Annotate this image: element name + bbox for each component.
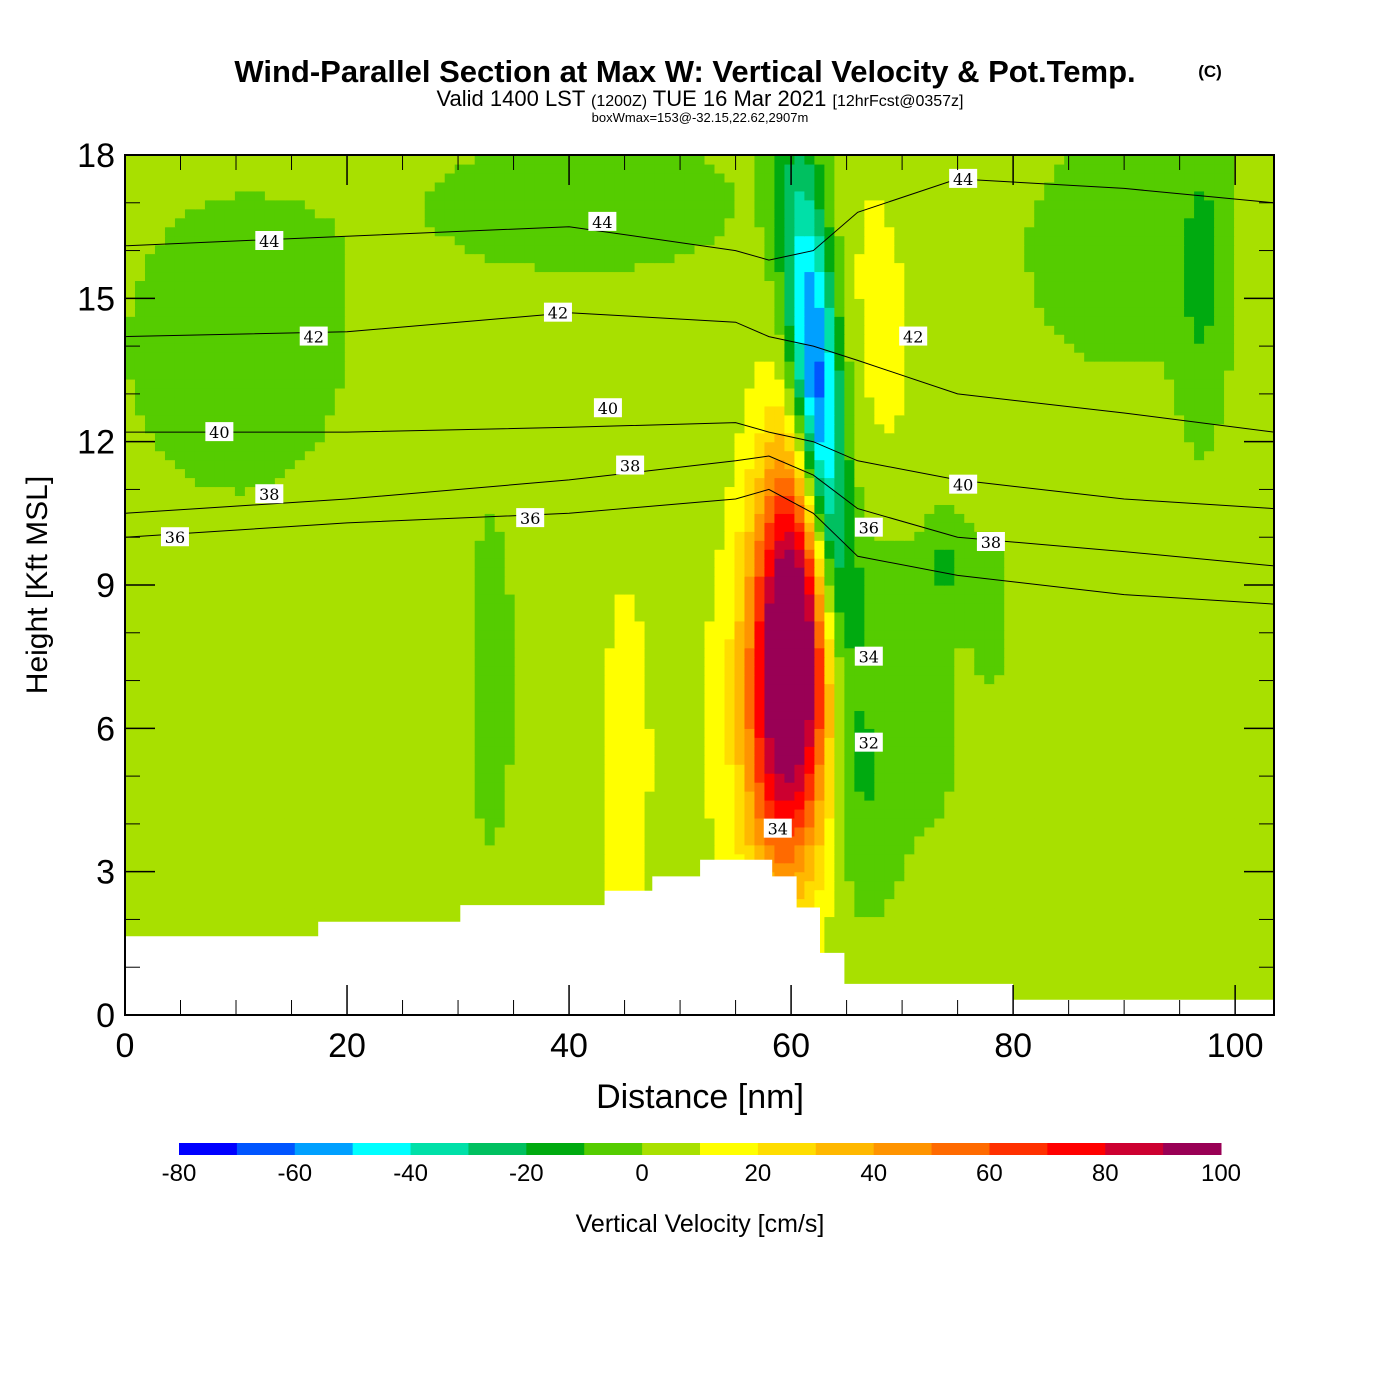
colorbar-swatch xyxy=(700,1143,759,1155)
colorbar-swatch xyxy=(931,1143,990,1155)
theta-contours xyxy=(125,178,1274,605)
colorbar-swatch xyxy=(1047,1143,1106,1155)
theta-label: 42 xyxy=(299,326,328,347)
theta-contour-40 xyxy=(125,422,1274,510)
colorbar-swatch xyxy=(352,1143,412,1155)
theta-label: 36 xyxy=(854,517,883,538)
colorbar-swatch xyxy=(468,1143,527,1155)
terrain-mask xyxy=(125,859,1274,1015)
theta-label: 38 xyxy=(976,532,1005,552)
y-tick-label: 9 xyxy=(96,567,115,605)
colorbar-swatch xyxy=(179,1143,238,1155)
theta-label: 40 xyxy=(205,422,234,442)
colorbar-swatch xyxy=(526,1143,585,1155)
colorbar-swatch xyxy=(410,1143,469,1155)
x-tick-label: 80 xyxy=(994,1027,1032,1065)
colorbar-swatch xyxy=(1105,1143,1164,1155)
valid-prefix: Valid 1400 LST xyxy=(436,86,584,111)
theta-label: 44 xyxy=(588,211,617,232)
copyright-mark: (C) xyxy=(1198,62,1222,81)
y-tick-label: 12 xyxy=(77,424,115,462)
theta-label: 40 xyxy=(949,474,978,495)
colorbar-swatch xyxy=(1163,1143,1222,1155)
theta-contour-36 xyxy=(125,488,1274,605)
theta-contour-42 xyxy=(125,312,1274,433)
colorbar-tick-label: -40 xyxy=(393,1160,428,1187)
colorbar-tick-label: 20 xyxy=(745,1160,772,1187)
terrain xyxy=(125,859,1274,1015)
theta-label: 36 xyxy=(516,508,545,528)
x-axis-label: Distance [nm] xyxy=(596,1078,804,1116)
theta-label: 38 xyxy=(255,484,284,504)
colorbar-tick-label: 80 xyxy=(1092,1160,1119,1187)
colorbar-label: Vertical Velocity [cm/s] xyxy=(576,1210,825,1238)
x-tick-label: 20 xyxy=(328,1027,366,1065)
theta-label: 34 xyxy=(854,646,883,667)
theta-label: 40 xyxy=(593,398,622,418)
colorbar-tick-label: 60 xyxy=(976,1160,1003,1187)
colorbar-swatch xyxy=(642,1143,701,1155)
valid-time-line: Valid 1400 LST (1200Z) TUE 16 Mar 2021 [… xyxy=(436,86,963,111)
colorbar-tick-label: -80 xyxy=(162,1160,197,1187)
y-tick-label: 6 xyxy=(96,710,115,748)
colorbar-swatch xyxy=(757,1143,817,1155)
theta-label: 36 xyxy=(160,527,189,547)
colorbar-swatch xyxy=(236,1143,296,1155)
chart-title: Wind-Parallel Section at Max W: Vertical… xyxy=(234,54,1135,89)
y-tick-label: 3 xyxy=(96,854,115,892)
theta-labels: 44 44 44 42 42 42 40 40 40 38 38 38 36 36 36 34 34 32 xyxy=(160,168,1005,839)
x-tick-label: 0 xyxy=(116,1027,135,1065)
colorbar-tick-label: -20 xyxy=(509,1160,544,1187)
theta-label: 32 xyxy=(854,732,883,753)
theta-label: 44 xyxy=(949,168,978,189)
colorbar-swatch xyxy=(584,1143,643,1155)
theta-contour-44 xyxy=(125,178,1274,261)
box-wmax-info: boxWmax=153@-32.15,22.62,2907m xyxy=(592,110,809,125)
colorbar: -80 -60 -40 -20 0 20 40 60 80 100 xyxy=(162,1143,1241,1187)
valid-zulu: (1200Z) xyxy=(591,93,647,110)
y-tick-label: 15 xyxy=(77,280,115,318)
forecast-info: [12hrFcst@0357z] xyxy=(833,93,964,110)
x-tick-label: 60 xyxy=(772,1027,810,1065)
x-tick-label: 40 xyxy=(550,1027,588,1065)
colorbar-tick-label: 40 xyxy=(860,1160,887,1187)
theta-label: 34 xyxy=(763,818,792,839)
colorbar-swatch xyxy=(873,1143,933,1155)
y-tick-label: 18 xyxy=(77,137,115,175)
theta-contour-38 xyxy=(125,455,1274,567)
colorbar-swatch xyxy=(989,1143,1048,1155)
y-axis-label: Height [Kft MSL] xyxy=(21,476,54,694)
colorbar-swatch xyxy=(294,1143,354,1155)
theta-label: 38 xyxy=(616,455,645,476)
colorbar-swatch xyxy=(815,1143,875,1155)
valid-date: TUE 16 Mar 2021 xyxy=(653,86,827,111)
y-tick-label: 0 xyxy=(96,997,115,1035)
theta-label: 42 xyxy=(899,326,928,347)
theta-label: 44 xyxy=(255,231,284,251)
x-tick-label: 100 xyxy=(1207,1027,1264,1065)
colorbar-tick-label: -60 xyxy=(277,1160,312,1187)
theta-label: 42 xyxy=(543,302,572,323)
colorbar-tick-label: 100 xyxy=(1201,1160,1241,1187)
colorbar-tick-label: 0 xyxy=(635,1160,648,1187)
